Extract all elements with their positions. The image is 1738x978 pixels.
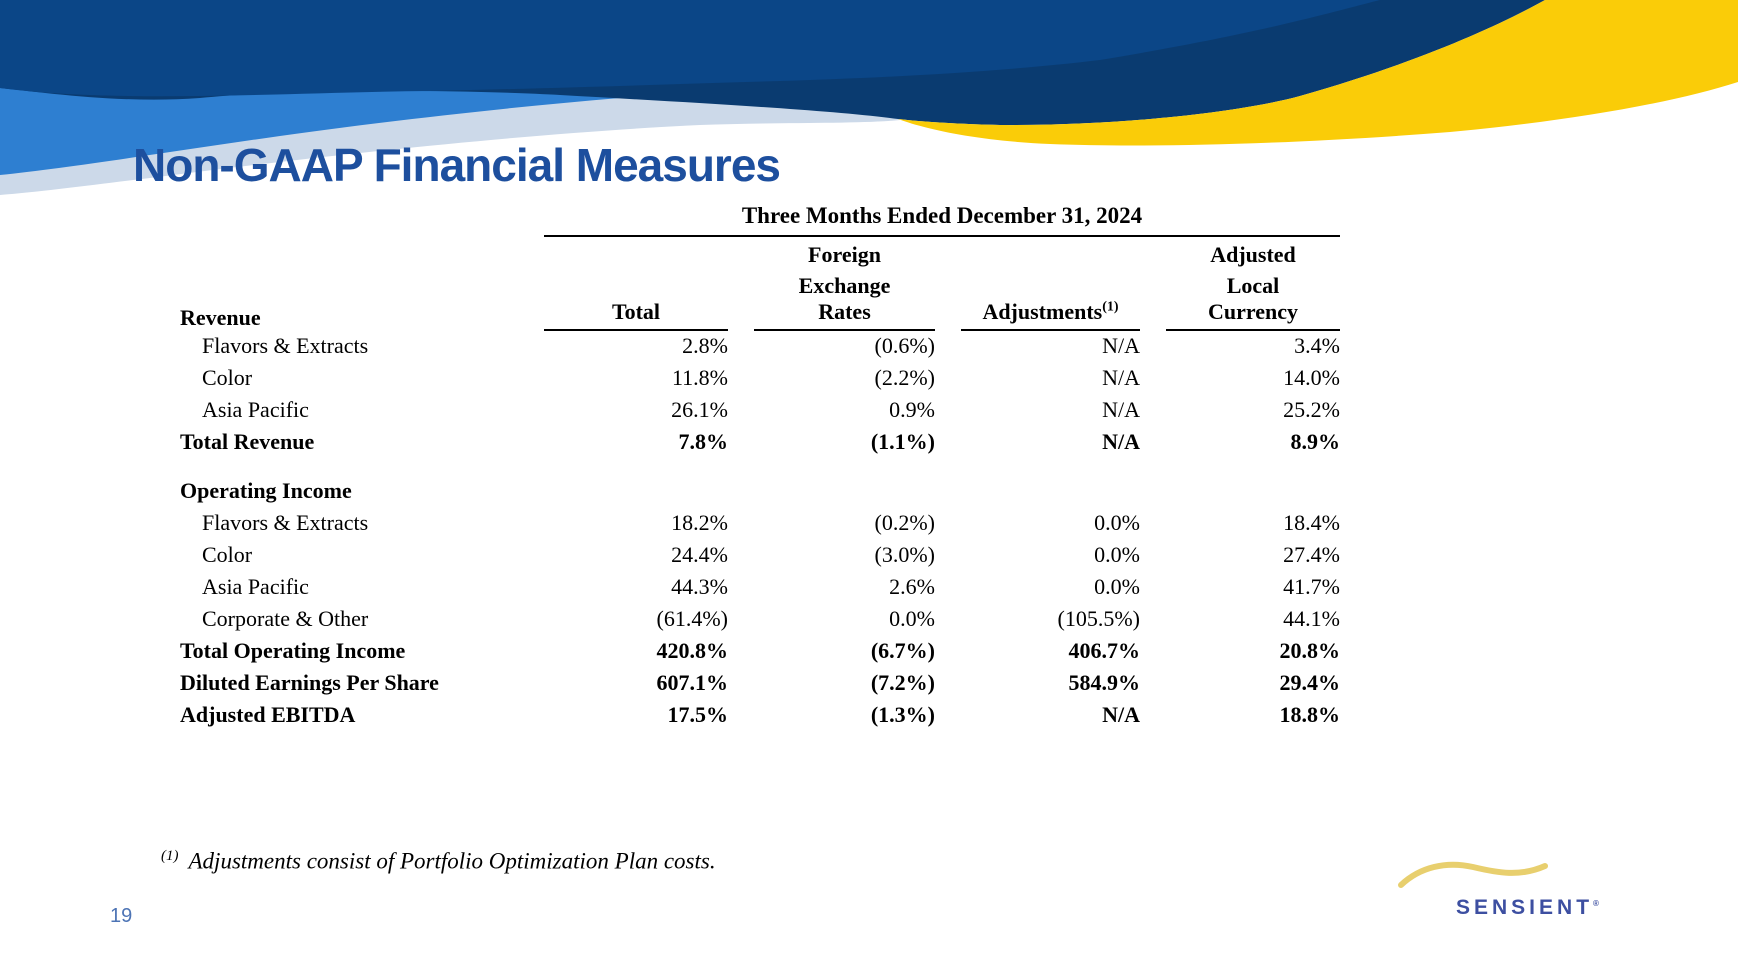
table-header-line2: Exchange Local: [180, 268, 1340, 299]
alc-header-line1: Adjusted: [1210, 242, 1296, 267]
row-fx-value: (0.2%): [874, 510, 935, 535]
row-adjustments-value: (105.5%): [1057, 606, 1140, 631]
page-number: 19: [110, 905, 133, 927]
row-total-value: 18.2%: [671, 510, 728, 535]
row-adjustments-value: N/A: [1102, 429, 1140, 454]
table-row: Color 24.4% (3.0%) 0.0% 27.4%: [180, 539, 1340, 571]
revenue-section-header: Revenue: [180, 305, 261, 330]
row-label: Total Operating Income: [180, 638, 406, 663]
row-adjustments-value: 0.0%: [1094, 574, 1140, 599]
table-header-line3: Revenue Total Rates Adjustments(1) Curre…: [180, 299, 1340, 331]
row-total-value: 24.4%: [671, 542, 728, 567]
row-alc-value: 29.4%: [1279, 670, 1341, 695]
fx-header-line1: Foreign: [808, 242, 881, 267]
sensient-logo: SENSIENT®: [1396, 856, 1636, 931]
row-adjustments-value: 0.0%: [1094, 510, 1140, 535]
row-alc-value: 25.2%: [1283, 397, 1340, 422]
row-fx-value: 0.9%: [889, 397, 935, 422]
row-alc-value: 8.9%: [1290, 429, 1341, 454]
row-fx-value: (0.6%): [874, 333, 935, 358]
row-alc-value: 18.4%: [1283, 510, 1340, 535]
row-total-value: 11.8%: [671, 365, 728, 390]
table-row-diluted-eps: Diluted Earnings Per Share 607.1% (7.2%)…: [180, 667, 1340, 699]
row-total-value: (61.4%): [656, 606, 728, 631]
row-total-value: 7.8%: [678, 429, 729, 454]
row-fx-value: (3.0%): [874, 542, 935, 567]
row-label: Asia Pacific: [202, 574, 309, 599]
row-label: Color: [202, 542, 253, 567]
row-label: Asia Pacific: [202, 397, 309, 422]
row-alc-value: 44.1%: [1283, 606, 1340, 631]
table-row: Asia Pacific 44.3% 2.6% 0.0% 41.7%: [180, 571, 1340, 603]
row-label: Color: [202, 365, 253, 390]
footnote-marker: (1): [161, 848, 179, 864]
slide-title: Non-GAAP Financial Measures: [133, 139, 781, 191]
table-period-header: Three Months Ended December 31, 2024: [544, 203, 1340, 237]
row-adjustments-value: N/A: [1102, 365, 1140, 390]
row-adjustments-value: 0.0%: [1094, 542, 1140, 567]
table-row: Asia Pacific 26.1% 0.9% N/A 25.2%: [180, 394, 1340, 426]
row-alc-value: 18.8%: [1279, 702, 1341, 727]
col-header-adjustments: Adjustments(1): [961, 299, 1140, 331]
section-header: Operating Income: [180, 478, 352, 503]
table-row: Color 11.8% (2.2%) N/A 14.0%: [180, 362, 1340, 394]
row-alc-value: 41.7%: [1283, 574, 1340, 599]
row-adjustments-value: N/A: [1102, 397, 1140, 422]
adjustments-footnote-ref: (1): [1102, 299, 1119, 315]
col-header-total: Total: [544, 299, 728, 331]
row-adjustments-value: N/A: [1102, 702, 1140, 727]
row-adjustments-value: N/A: [1102, 333, 1140, 358]
operating-income-section-row: Operating Income: [180, 475, 1340, 507]
table-row: Flavors & Extracts 2.8% (0.6%) N/A 3.4%: [180, 330, 1340, 362]
logo-wordmark: SENSIENT®: [1456, 896, 1599, 920]
row-total-value: 17.5%: [667, 702, 729, 727]
row-total-value: 26.1%: [671, 397, 728, 422]
row-alc-value: 14.0%: [1283, 365, 1340, 390]
row-fx-value: (7.2%): [870, 670, 935, 695]
col-header-currency: Currency: [1166, 299, 1340, 331]
logo-text: SENSIENT: [1456, 896, 1594, 919]
col-header-fx-rates: Rates: [754, 299, 935, 331]
row-label: Flavors & Extracts: [202, 510, 369, 535]
row-label: Total Revenue: [180, 429, 315, 454]
table-row-total-revenue: Total Revenue 7.8% (1.1%) N/A 8.9%: [180, 426, 1340, 458]
row-fx-value: 2.6%: [889, 574, 935, 599]
financial-table: Three Months Ended December 31, 2024 For…: [180, 203, 1340, 731]
table-row: Flavors & Extracts 18.2% (0.2%) 0.0% 18.…: [180, 507, 1340, 539]
yellow-wave-shape: [898, 0, 1738, 146]
row-label: Adjusted EBITDA: [180, 702, 356, 727]
table-row-total-operating-income: Total Operating Income 420.8% (6.7%) 406…: [180, 635, 1340, 667]
footnote: (1) Adjustments consist of Portfolio Opti…: [161, 848, 716, 875]
logo-swoosh-icon: [1398, 861, 1548, 888]
table-row: Corporate & Other (61.4%) 0.0% (105.5%) …: [180, 603, 1340, 635]
row-alc-value: 27.4%: [1283, 542, 1340, 567]
table-header-line1: Foreign Adjusted: [180, 237, 1340, 268]
row-fx-value: 0.0%: [889, 606, 935, 631]
row-fx-value: (2.2%): [874, 365, 935, 390]
registered-trademark-icon: ®: [1593, 899, 1599, 908]
row-total-value: 44.3%: [671, 574, 728, 599]
row-adjustments-value: 584.9%: [1068, 670, 1141, 695]
row-total-value: 607.1%: [656, 670, 729, 695]
row-total-value: 420.8%: [656, 638, 729, 663]
navy-wave-shape: [0, 0, 1380, 97]
header-wave-graphic: [0, 0, 1738, 195]
row-label: Diluted Earnings Per Share: [180, 670, 439, 695]
fx-header-line2: Exchange: [798, 273, 891, 298]
alc-header-line2: Local: [1226, 273, 1280, 298]
adjustments-header-text: Adjustments: [982, 299, 1103, 324]
row-fx-value: (6.7%): [870, 638, 935, 663]
row-alc-value: 20.8%: [1279, 638, 1341, 663]
row-label: Flavors & Extracts: [202, 333, 369, 358]
table-spacer-row: [180, 458, 1340, 475]
table-row-adjusted-ebitda: Adjusted EBITDA 17.5% (1.3%) N/A 18.8%: [180, 699, 1340, 731]
row-fx-value: (1.1%): [870, 429, 935, 454]
row-total-value: 2.8%: [682, 333, 728, 358]
row-label: Corporate & Other: [202, 606, 369, 631]
row-alc-value: 3.4%: [1294, 333, 1340, 358]
footnote-text: Adjustments consist of Portfolio Optimiz…: [188, 848, 716, 874]
row-adjustments-value: 406.7%: [1068, 638, 1141, 663]
row-fx-value: (1.3%): [870, 702, 935, 727]
